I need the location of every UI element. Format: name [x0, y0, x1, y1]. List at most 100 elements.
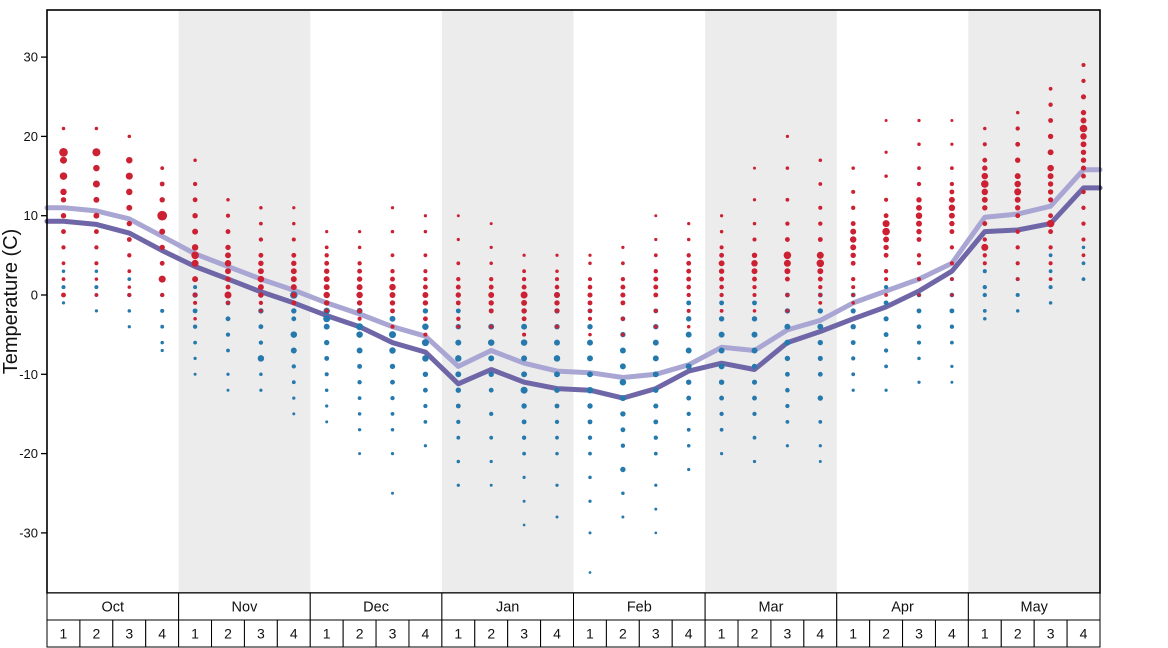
max-temp-dot	[1015, 126, 1020, 131]
max-temp-dot	[60, 197, 67, 203]
max-temp-dot	[1015, 277, 1020, 281]
y-tick-label: 0	[31, 288, 38, 303]
max-temp-dot	[257, 284, 264, 291]
max-temp-dot	[520, 291, 528, 299]
max-temp-dot	[620, 316, 626, 321]
month-cell	[704, 592, 838, 621]
max-temp-dot	[257, 268, 264, 275]
max-temp-dot	[752, 237, 757, 242]
max-temp-dot	[784, 237, 790, 242]
max-temp-dot	[950, 293, 954, 297]
week-label: 3	[257, 626, 265, 642]
min-temp-dot	[654, 531, 658, 535]
max-temp-dot	[588, 261, 592, 266]
max-temp-dot	[456, 324, 461, 329]
min-temp-dot	[423, 420, 428, 424]
min-temp-dot	[325, 420, 329, 424]
min-temp-dot	[851, 356, 856, 361]
max-temp-dot	[653, 276, 659, 282]
min-temp-dot	[718, 363, 725, 370]
min-temp-dot	[751, 347, 758, 354]
max-temp-dot	[357, 316, 362, 321]
max-temp-dot	[817, 276, 823, 282]
week-label: 4	[158, 626, 166, 642]
min-temp-dot	[422, 323, 429, 330]
max-temp-dot	[1015, 205, 1021, 211]
max-temp-dot	[850, 221, 856, 227]
max-temp-dot	[719, 309, 724, 313]
min-temp-dot	[94, 269, 99, 273]
max-temp-dot	[1015, 261, 1020, 266]
max-temp-dot	[325, 229, 329, 234]
max-temp-dot	[620, 292, 626, 298]
max-temp-dot	[1080, 109, 1087, 116]
min-temp-dot	[751, 316, 758, 322]
max-temp-dot	[884, 293, 888, 297]
min-temp-dot	[686, 395, 692, 401]
max-temp-dot	[258, 300, 264, 306]
max-temp-dot	[1048, 102, 1053, 107]
min-temp-dot	[653, 419, 659, 425]
max-temp-dot	[1081, 78, 1086, 84]
min-temp-dot	[652, 355, 659, 362]
max-temp-dot	[784, 268, 791, 275]
max-temp-dot	[423, 332, 428, 337]
max-temp-dot	[390, 206, 395, 210]
min-temp-dot	[949, 324, 955, 329]
min-temp-dot	[719, 411, 724, 417]
min-temp-dot	[356, 323, 364, 331]
min-temp-dot	[521, 419, 527, 425]
max-temp-dot	[950, 142, 954, 146]
min-temp-dot	[390, 451, 395, 456]
max-temp-dot	[816, 259, 825, 268]
max-temp-dot	[1081, 173, 1086, 179]
max-temp-dot	[521, 308, 527, 314]
max-temp-dot	[982, 221, 988, 227]
max-temp-dot	[1048, 118, 1054, 123]
min-temp-dot	[588, 531, 592, 535]
min-temp-dot	[225, 316, 231, 322]
max-temp-dot	[455, 300, 461, 306]
max-temp-dot	[850, 260, 856, 266]
y-tick-label: 30	[24, 50, 38, 65]
avg-min-line	[44, 185, 1103, 401]
max-temp-dot	[719, 214, 724, 218]
min-temp-dot	[522, 451, 526, 456]
max-temp-dot	[621, 245, 625, 250]
min-temp-dot	[685, 363, 692, 370]
min-temp-dot	[1015, 292, 1020, 298]
max-temp-dot	[94, 293, 99, 297]
max-temp-dot	[324, 253, 329, 258]
min-temp-dot	[752, 395, 757, 401]
min-temp-dot	[586, 386, 594, 394]
max-temp-dot	[259, 309, 263, 313]
min-temp-dot	[620, 427, 626, 433]
min-temp-dot	[292, 412, 296, 416]
max-temp-dot	[61, 261, 66, 266]
max-temp-dot	[159, 260, 165, 266]
min-temp-dot	[488, 371, 494, 377]
month-label: Dec	[363, 600, 389, 616]
max-temp-dot	[686, 260, 692, 266]
max-temp-dot	[1047, 173, 1054, 180]
max-temp-dot	[1048, 229, 1054, 235]
max-temp-dot	[191, 244, 199, 251]
min-temp-dot	[357, 363, 363, 369]
max-temp-dot	[1046, 219, 1055, 228]
max-temp-dot	[751, 260, 758, 267]
max-temp-dot	[258, 260, 264, 266]
min-temp-dot	[390, 379, 395, 385]
max-temp-dot	[324, 300, 330, 306]
min-temp-dot	[751, 331, 758, 338]
max-temp-dot	[1080, 94, 1087, 100]
max-temp-dot	[259, 206, 263, 210]
week-cell	[507, 619, 542, 648]
max-temp-dot	[1047, 149, 1054, 156]
min-temp-dot	[94, 309, 99, 313]
min-temp-dot	[621, 515, 625, 519]
max-temp-dot	[159, 228, 166, 235]
min-temp-dot	[752, 459, 757, 464]
month-band	[968, 10, 1100, 593]
min-temp-dot	[61, 285, 66, 290]
